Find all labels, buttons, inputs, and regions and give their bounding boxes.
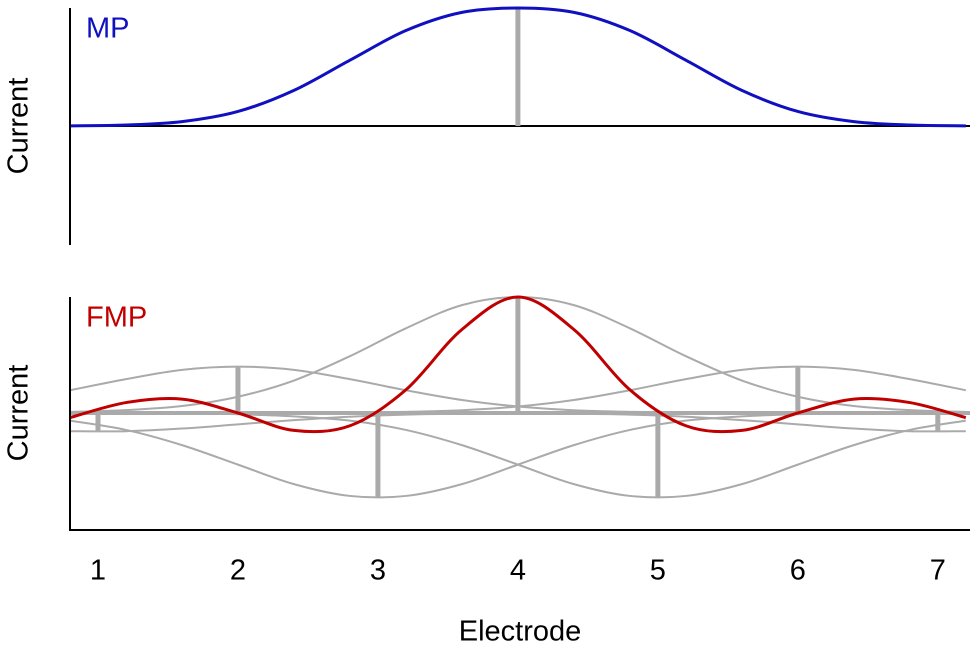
x-axis-label: Electrode bbox=[459, 616, 582, 648]
component-curve bbox=[69, 412, 966, 499]
y-axis-label: Current bbox=[3, 365, 35, 462]
component-curve bbox=[69, 411, 966, 433]
main-curve bbox=[69, 6, 966, 128]
component-curve bbox=[69, 412, 966, 499]
component-curve bbox=[69, 411, 966, 433]
x-tick-label: 4 bbox=[510, 555, 526, 587]
x-tick-label: 1 bbox=[90, 555, 106, 587]
x-tick-label: 7 bbox=[930, 555, 946, 587]
y-axis-label: Current bbox=[3, 78, 35, 175]
x-tick-label: 6 bbox=[790, 555, 806, 587]
x-tick-label: 5 bbox=[650, 555, 666, 587]
x-tick-label: 2 bbox=[230, 555, 246, 587]
panel-label: MP bbox=[86, 13, 130, 45]
panel-label: FMP bbox=[86, 302, 147, 334]
main-curve bbox=[69, 295, 967, 434]
x-tick-label: 3 bbox=[370, 555, 386, 587]
